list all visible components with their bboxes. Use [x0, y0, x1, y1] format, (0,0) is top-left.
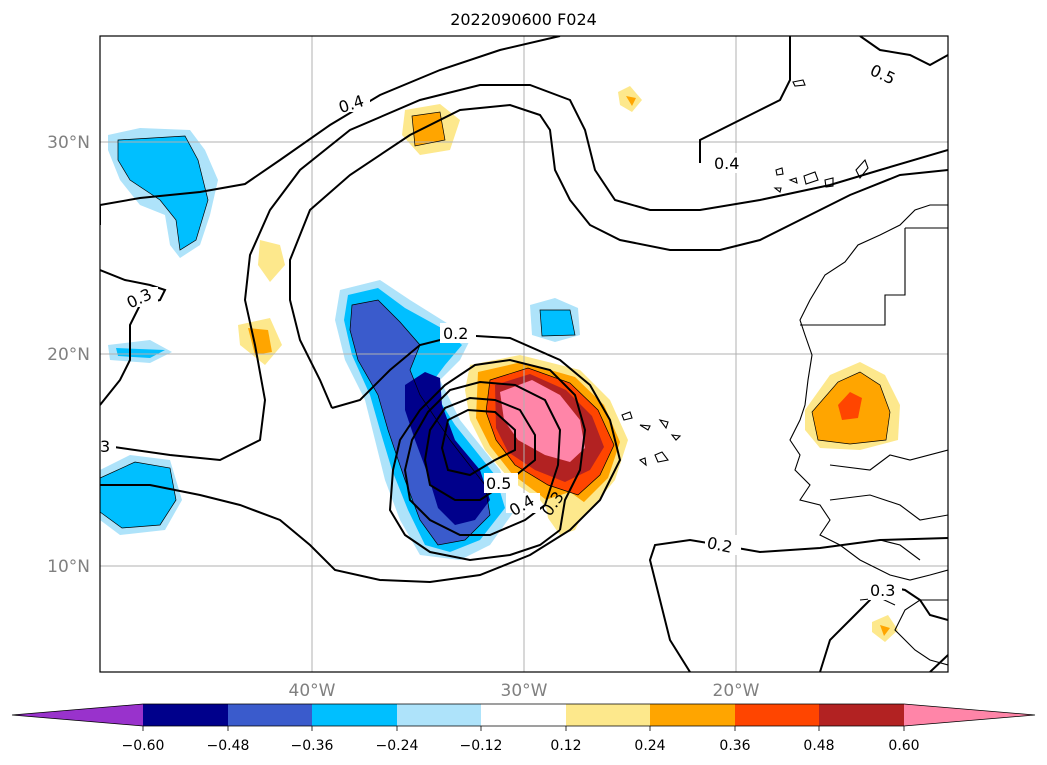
colorbar-tick-1: −0.60 [122, 738, 165, 754]
coastline [621, 79, 948, 666]
lon-label-30w: 30°W [501, 681, 548, 701]
colorbar-tick-5: −0.12 [460, 738, 503, 754]
contour-label-11: 0.3 [870, 581, 895, 600]
colorbar-tick-4: −0.24 [376, 738, 419, 754]
shading-layer [100, 86, 900, 642]
contour-label-bg [100, 65, 902, 600]
lat-label-20n: 20°N [47, 345, 90, 365]
colorbar-tick-2: −0.48 [207, 738, 250, 754]
colorbar-tick-10: 0.60 [888, 738, 919, 754]
colorbar-segment-2 [228, 704, 312, 726]
contour-label-3: 0.4 [714, 154, 739, 173]
contour-label-5: 0.2 [443, 324, 468, 343]
colorbar-tick-3: −0.36 [291, 738, 334, 754]
map-area [100, 36, 948, 672]
contour-label-10: 0.2 [705, 533, 734, 557]
shading-outlines [100, 111, 891, 546]
colorbar-tick-6: 0.12 [550, 738, 581, 754]
colorbar-segment-8 [735, 704, 819, 726]
colorbar: −0.60 −0.48 −0.36 −0.24 −0.12 0.12 0.24 … [11, 703, 1036, 754]
gridlines [100, 36, 948, 672]
colorbar-tick-9: 0.48 [803, 738, 834, 754]
colorbar-tick-7: 0.24 [634, 738, 665, 754]
colorbar-segment-5 [481, 704, 566, 726]
colorbar-segment-1 [143, 704, 228, 726]
colorbar-segment-6 [566, 704, 650, 726]
lon-label-40w: 40°W [289, 681, 336, 701]
contour-label-7: 0.5 [486, 474, 511, 493]
colorbar-segment-4 [397, 704, 481, 726]
contour-label-6: 3 [100, 437, 110, 456]
colorbar-extend-high [904, 704, 1035, 726]
colorbar-segment-3 [312, 704, 397, 726]
colorbar-segment-7 [650, 704, 735, 726]
colorbar-extend-low [12, 704, 143, 726]
map-frame [99, 35, 949, 673]
axis-labels: 30°N 20°N 10°N 40°W 30°W 20°W [47, 133, 760, 701]
colorbar-segment-9 [819, 704, 904, 726]
colorbar-tick-8: 0.36 [719, 738, 750, 754]
lon-label-20w: 20°W [713, 681, 760, 701]
lat-label-30n: 30°N [47, 133, 90, 153]
figure-title: 2022090600 F024 [450, 10, 597, 29]
lat-label-10n: 10°N [47, 557, 90, 577]
